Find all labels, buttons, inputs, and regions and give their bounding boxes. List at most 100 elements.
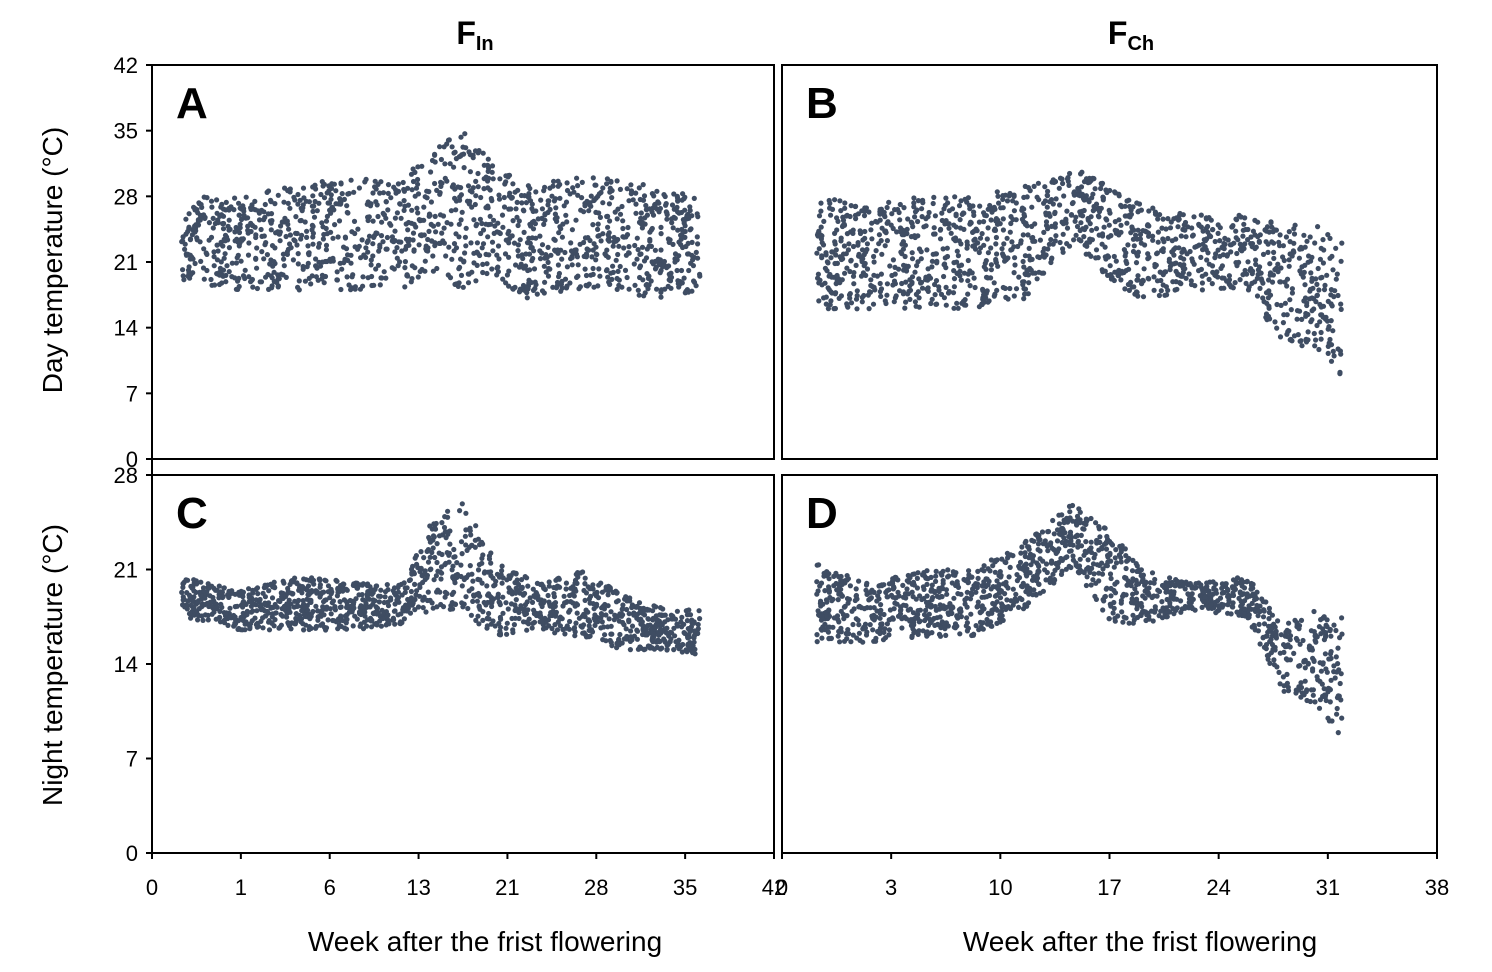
scatter-point xyxy=(668,285,674,291)
scatter-point xyxy=(428,199,434,205)
scatter-point xyxy=(187,237,193,243)
scatter-point xyxy=(1289,290,1295,296)
scatter-point xyxy=(916,295,922,301)
scatter-point xyxy=(816,280,822,286)
scatter-point xyxy=(816,246,822,252)
scatter-point xyxy=(287,621,293,628)
scatter-point xyxy=(1339,240,1345,246)
scatter-point xyxy=(686,607,692,613)
scatter-point xyxy=(1223,581,1229,587)
scatter-point xyxy=(600,603,606,610)
scatter-point xyxy=(182,241,188,247)
scatter-point xyxy=(577,570,584,576)
scatter-point xyxy=(1267,272,1273,278)
scatter-point xyxy=(656,262,662,268)
scatter-point xyxy=(507,235,513,241)
scatter-point xyxy=(1335,645,1341,651)
scatter-point xyxy=(562,249,568,256)
scatter-point xyxy=(1118,559,1124,565)
scatter-point xyxy=(471,592,477,598)
scatter-point xyxy=(497,176,503,182)
scatter-point xyxy=(1338,306,1344,312)
scatter-point xyxy=(453,156,459,162)
scatter-point xyxy=(439,551,445,558)
scatter-point xyxy=(500,610,506,616)
scatter-point xyxy=(1108,575,1114,582)
scatter-point xyxy=(246,274,252,280)
scatter-point xyxy=(1242,267,1248,274)
scatter-point xyxy=(369,282,375,289)
scatter-point xyxy=(606,201,613,207)
scatter-point xyxy=(1263,290,1270,296)
scatter-point xyxy=(573,571,579,577)
scatter-point xyxy=(333,188,339,194)
scatter-point xyxy=(635,247,641,253)
scatter-point xyxy=(851,281,857,287)
scatter-point xyxy=(1185,224,1191,230)
scatter-point xyxy=(186,264,192,270)
scatter-point xyxy=(415,176,421,183)
x-tick-label: 6 xyxy=(324,875,336,900)
scatter-point xyxy=(626,611,632,617)
scatter-point xyxy=(319,276,325,282)
scatter-point xyxy=(382,589,389,595)
scatter-point xyxy=(527,240,533,247)
scatter-point xyxy=(392,621,398,627)
scatter-point xyxy=(614,286,620,292)
scatter-point xyxy=(479,245,485,251)
scatter-point xyxy=(639,619,645,625)
scatter-point xyxy=(463,243,469,249)
scatter-point xyxy=(376,248,382,254)
scatter-point xyxy=(539,250,545,256)
scatter-point xyxy=(628,634,634,640)
scatter-point xyxy=(246,240,252,246)
scatter-point xyxy=(473,278,479,284)
scatter-point xyxy=(593,592,600,599)
scatter-point xyxy=(575,262,581,268)
scatter-point xyxy=(629,623,636,629)
scatter-point xyxy=(513,590,519,596)
scatter-point xyxy=(1142,228,1148,234)
scatter-point xyxy=(323,218,330,224)
scatter-point xyxy=(445,508,451,514)
scatter-point xyxy=(506,240,512,246)
scatter-point xyxy=(458,539,465,545)
scatter-point xyxy=(379,275,385,281)
scatter-point xyxy=(211,254,217,260)
scatter-point xyxy=(542,184,548,190)
scatter-point xyxy=(430,545,436,551)
scatter-point xyxy=(318,191,324,198)
scatter-point xyxy=(204,195,210,201)
scatter-point xyxy=(1331,294,1337,300)
scatter-point xyxy=(920,197,926,203)
scatter-point xyxy=(476,604,482,610)
scatter-point xyxy=(402,284,408,290)
scatter-point xyxy=(664,216,670,222)
scatter-point xyxy=(320,183,326,189)
scatter-point xyxy=(1009,239,1015,245)
scatter-point xyxy=(572,580,578,586)
scatter-point xyxy=(590,271,596,277)
scatter-point xyxy=(828,298,834,304)
scatter-point xyxy=(1226,273,1232,279)
scatter-point xyxy=(952,625,959,631)
scatter-point xyxy=(223,272,229,278)
scatter-point xyxy=(463,225,469,231)
scatter-point xyxy=(573,601,580,607)
scatter-point xyxy=(872,287,878,293)
scatter-point xyxy=(1032,221,1038,227)
scatter-point xyxy=(1125,281,1131,288)
scatter-point xyxy=(431,577,437,583)
scatter-point xyxy=(1004,235,1010,241)
scatter-point xyxy=(951,276,958,282)
scatter-point xyxy=(679,649,685,655)
scatter-point xyxy=(481,186,487,192)
scatter-point xyxy=(602,632,608,638)
scatter-point xyxy=(342,235,349,241)
scatter-point xyxy=(1042,184,1048,190)
scatter-point xyxy=(892,295,899,301)
scatter-point xyxy=(365,199,371,205)
scatter-point xyxy=(647,236,653,243)
scatter-point xyxy=(344,602,350,608)
scatter-point xyxy=(425,236,431,243)
